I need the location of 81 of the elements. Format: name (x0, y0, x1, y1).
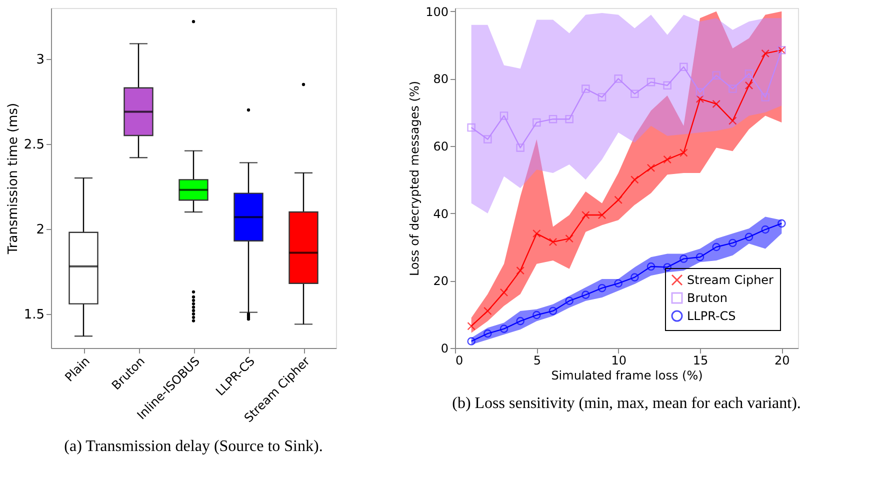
legend-label: LLPR-CS (687, 309, 736, 323)
point (630, 273, 639, 282)
y-tick-label: 2.5 (24, 138, 44, 152)
x-tick-label: 0 (456, 354, 464, 368)
y-tick-label: 40 (433, 206, 448, 221)
point (696, 252, 704, 262)
y-axis-title: Transmission time (ms) (6, 102, 21, 256)
point (728, 84, 737, 93)
x-tick-label: 15 (692, 354, 708, 368)
point (680, 254, 688, 263)
point (500, 288, 508, 297)
point (712, 71, 720, 80)
point (548, 306, 558, 316)
point (565, 234, 574, 243)
point (630, 176, 639, 184)
point (744, 232, 754, 242)
point (614, 74, 622, 83)
point (614, 279, 622, 288)
legend-label: Bruton (687, 291, 728, 305)
point (484, 329, 492, 338)
point (467, 337, 476, 346)
point (500, 324, 508, 333)
y-tick-label: 80 (433, 72, 448, 86)
point (761, 225, 770, 234)
point (582, 210, 590, 220)
point (761, 49, 770, 58)
point (778, 219, 786, 228)
point (516, 316, 524, 326)
point (548, 114, 558, 124)
point (680, 62, 688, 72)
point (728, 238, 737, 248)
y-tick-label: 2 (36, 222, 44, 238)
y-tick-label: 0 (440, 342, 448, 356)
point (663, 81, 672, 90)
x-tick-label: 5 (533, 354, 541, 368)
legend-label: Stream Cipher (687, 273, 774, 287)
text: (b) Loss sensitivity (min, max, mean for each variant). (452, 395, 801, 412)
point (646, 78, 656, 86)
point (712, 242, 720, 252)
point (598, 93, 606, 102)
point (744, 70, 754, 78)
point (630, 90, 639, 98)
point (467, 123, 476, 132)
point (761, 93, 770, 102)
point (696, 94, 704, 104)
point (646, 262, 656, 271)
point (744, 81, 754, 90)
point (548, 238, 558, 246)
point (467, 322, 476, 330)
point (516, 266, 524, 275)
point (532, 229, 541, 238)
point (646, 164, 656, 172)
point (663, 155, 672, 164)
y-axis-title: Loss of decrypted messages (%) (408, 80, 422, 276)
point (516, 144, 524, 152)
point (663, 263, 672, 272)
y-tick-label: 3 (36, 52, 44, 68)
text: (a) Transmission delay (Source to Sink). (64, 438, 323, 455)
point (712, 100, 720, 108)
y-tick-label: 100 (426, 4, 448, 19)
point (500, 112, 508, 120)
point (696, 88, 704, 96)
point (582, 84, 590, 93)
point (582, 290, 590, 299)
x-axis-title: Simulated frame loss (%) (551, 368, 703, 382)
y-tick-label: 1.5 (24, 308, 44, 322)
point (484, 135, 492, 144)
y-tick-label: 60 (433, 140, 448, 154)
point (565, 296, 574, 305)
x-tick-label: 20 (774, 354, 790, 368)
point (598, 210, 606, 220)
point (728, 116, 737, 125)
point (532, 118, 541, 127)
point (680, 148, 688, 157)
point (565, 114, 574, 124)
x-tick-label: 10 (611, 354, 626, 368)
y-tick-label: 20 (433, 274, 448, 288)
point (598, 284, 606, 292)
point (484, 306, 492, 316)
point (532, 310, 541, 320)
point (614, 196, 622, 204)
